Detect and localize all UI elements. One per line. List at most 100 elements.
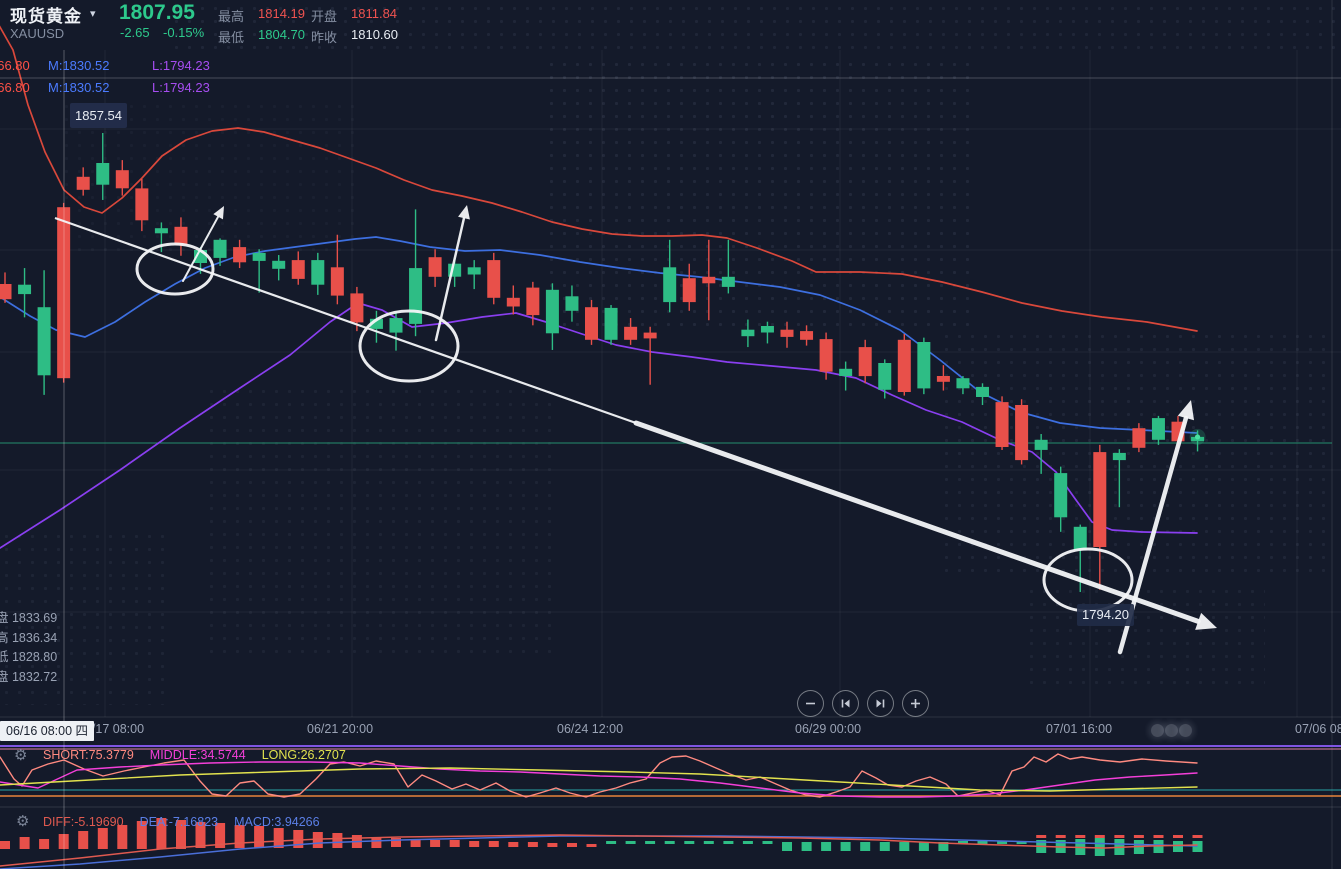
- macd-legend-label: DIFF:-5.19690: [43, 815, 124, 829]
- candle-body: [115, 170, 129, 189]
- trendline-drawing[interactable]: [54, 216, 637, 425]
- oscillator-line-long: [0, 767, 1198, 792]
- candle-body: [741, 329, 755, 337]
- boll-legend-token: M:1830.52: [48, 80, 110, 95]
- candle-body: [428, 257, 442, 277]
- macd-histogram-bar: [958, 841, 968, 844]
- macd-histogram-bar: [488, 841, 499, 847]
- loading-dot: [1165, 724, 1178, 737]
- candle-body: [1015, 405, 1029, 461]
- candle-body: [545, 289, 559, 334]
- macd-histogram-bar: [664, 841, 675, 844]
- arrow-annotation-head: [458, 205, 470, 220]
- macd-histogram-bar: [254, 826, 265, 848]
- macd-dash: [1114, 835, 1125, 838]
- candle-body: [1073, 526, 1087, 550]
- macd-histogram-bar: [821, 842, 832, 851]
- candle-body: [780, 329, 794, 337]
- last-price-dot: [1194, 434, 1201, 440]
- candle-body: [409, 268, 423, 324]
- candle-body: [18, 284, 32, 295]
- macd-histogram-bar: [918, 842, 929, 851]
- ellipse-annotation[interactable]: [135, 242, 215, 296]
- macd-histogram-bar: [39, 839, 50, 849]
- boll-legend-token: L:1794.23: [152, 80, 210, 95]
- candle-body: [1112, 452, 1126, 461]
- macd-histogram-bar: [703, 841, 714, 844]
- candle-body: [154, 228, 168, 234]
- macd-histogram-bar: [997, 841, 1008, 844]
- macd-histogram-bar: [176, 820, 186, 849]
- ohlc-tooltip-line: 盘 1832.72: [0, 669, 58, 684]
- candle-body: [291, 260, 305, 279]
- macd-histogram-bar: [469, 841, 480, 847]
- macd-dash: [1133, 835, 1144, 838]
- time-axis-label: 06/21 20:00: [307, 722, 374, 736]
- macd-legend-label: MACD:3.94266: [234, 815, 320, 829]
- trendline-arrow[interactable]: [633, 420, 1201, 624]
- boll-legend-token: M:1830.52: [48, 58, 110, 73]
- macd-histogram-bar: [97, 828, 108, 849]
- macd-histogram-bar: [1094, 838, 1105, 856]
- oscillator-settings-gear-icon[interactable]: ⚙: [14, 746, 28, 764]
- time-axis-label: 06/17 08:00: [78, 722, 145, 736]
- go-to-start-button[interactable]: [832, 690, 859, 717]
- crosshair-ohlc-tooltip: 盘 1833.69 高 1836.34 低 1828.80 盘 1832.72: [0, 609, 57, 687]
- candle-body: [252, 252, 266, 261]
- candle-body: [487, 260, 501, 298]
- candle-body: [467, 267, 481, 275]
- time-axis-label: 07/06 08:00: [1295, 722, 1341, 736]
- macd-histogram-bar: [195, 822, 206, 848]
- trendline-arrow-head: [1195, 612, 1217, 630]
- stat-label: 开盘: [311, 9, 338, 24]
- candle-body: [624, 326, 638, 340]
- macd-histogram-bar: [410, 839, 421, 847]
- go-to-end-button[interactable]: [867, 690, 894, 717]
- macd-dash: [1192, 835, 1203, 838]
- candle-body: [976, 386, 989, 397]
- chevron-down-icon[interactable]: ▾: [90, 8, 96, 20]
- candle-body: [37, 307, 51, 376]
- macd-histogram-bar: [527, 842, 538, 847]
- macd-histogram-bar: [293, 830, 304, 848]
- candle-body: [311, 260, 325, 285]
- macd-histogram-bar: [938, 842, 949, 851]
- macd-settings-gear-icon[interactable]: ⚙: [16, 812, 30, 830]
- macd-legend-label: DEA:-7.16823: [139, 815, 219, 829]
- symbol-code: XAUUSD: [10, 26, 65, 41]
- time-axis-label: 06/24 12:00: [557, 722, 624, 736]
- candle-body: [350, 293, 364, 323]
- candle-body: [174, 226, 188, 245]
- oscillator-line-middle: [0, 761, 1198, 798]
- swing-high-label[interactable]: 1857.54: [70, 103, 127, 128]
- stat-label: 昨收: [311, 30, 338, 45]
- macd-legend: DIFF:-5.19690 DEA:-7.16823 MACD:3.94266: [43, 813, 336, 831]
- zoom-out-button[interactable]: [797, 690, 824, 717]
- macd-histogram-bar: [371, 837, 382, 848]
- candle-body: [897, 339, 911, 392]
- zoom-in-button[interactable]: [902, 690, 929, 717]
- macd-histogram-bar: [0, 841, 10, 849]
- candle-body: [702, 276, 716, 284]
- ellipse-annotation[interactable]: [358, 309, 460, 383]
- macd-dash: [1055, 835, 1066, 838]
- candle-body: [1093, 452, 1107, 547]
- candle-body: [1151, 418, 1165, 440]
- loading-dot: [1151, 724, 1164, 737]
- swing-low-label[interactable]: 1794.20: [1077, 604, 1134, 626]
- oscillator-legend-label: MIDDLE:34.5744: [149, 748, 246, 762]
- symbol-name[interactable]: 现货黄金: [10, 7, 82, 26]
- time-axis-label: 06/29 00:00: [795, 722, 862, 736]
- stat-label: 最低: [218, 30, 245, 45]
- ohlc-tooltip-line: 高 1836.34: [0, 630, 58, 645]
- macd-dash: [1153, 835, 1164, 838]
- boll-legend-token: 866.80: [0, 58, 30, 73]
- candle-body: [682, 278, 696, 303]
- macd-histogram-bar: [273, 828, 284, 848]
- oscillator-legend-label: SHORT:75.3779: [43, 748, 134, 762]
- candle-body: [0, 284, 12, 300]
- price-change-percent: -0.15%: [163, 25, 205, 40]
- candle-body: [585, 307, 598, 340]
- macd-histogram-bar: [625, 841, 636, 844]
